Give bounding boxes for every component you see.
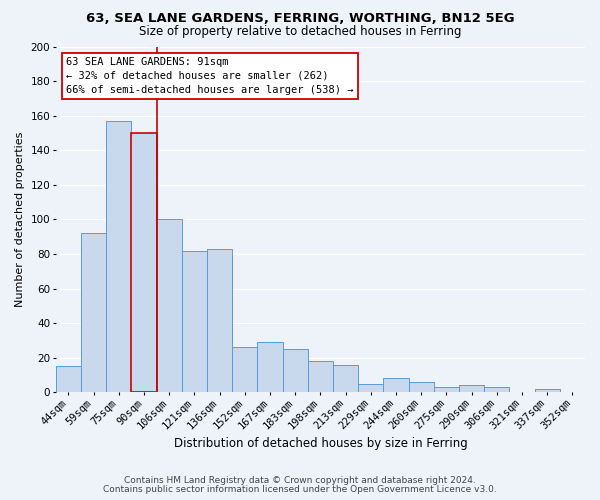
Bar (207, 249, 232, 392)
Text: 63, SEA LANE GARDENS, FERRING, WORTHING, BN12 5EG: 63, SEA LANE GARDENS, FERRING, WORTHING,… (86, 12, 514, 26)
Bar (157, 220, 182, 392)
Text: 63 SEA LANE GARDENS: 91sqm
← 32% of detached houses are smaller (262)
66% of sem: 63 SEA LANE GARDENS: 91sqm ← 32% of deta… (67, 57, 354, 95)
Bar (257, 342, 283, 392)
Text: Size of property relative to detached houses in Ferring: Size of property relative to detached ho… (139, 25, 461, 38)
Bar (308, 361, 333, 392)
Bar (56, 366, 81, 392)
Bar (81, 233, 106, 392)
Y-axis label: Number of detached properties: Number of detached properties (15, 132, 25, 307)
Bar (459, 386, 484, 392)
Text: Contains HM Land Registry data © Crown copyright and database right 2024.: Contains HM Land Registry data © Crown c… (124, 476, 476, 485)
Bar (409, 382, 434, 392)
Bar (358, 384, 383, 392)
Bar (333, 364, 358, 392)
Bar (283, 349, 308, 393)
X-axis label: Distribution of detached houses by size in Ferring: Distribution of detached houses by size … (173, 437, 467, 450)
Bar (106, 121, 131, 392)
Bar (434, 387, 459, 392)
Bar (383, 378, 409, 392)
Text: Contains public sector information licensed under the Open Government Licence v3: Contains public sector information licen… (103, 484, 497, 494)
Bar (484, 387, 509, 392)
Bar (182, 250, 207, 392)
Bar (131, 133, 157, 392)
Bar (535, 389, 560, 392)
Bar (232, 348, 257, 393)
